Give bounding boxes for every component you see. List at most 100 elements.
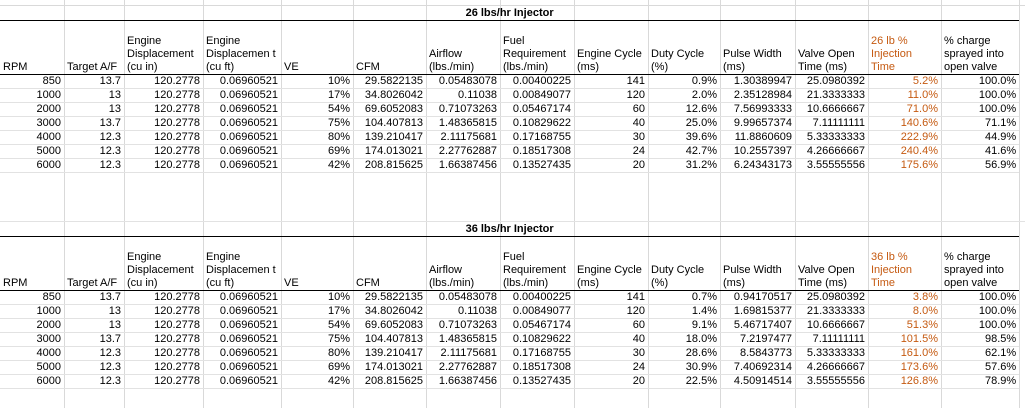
- table-cell[interactable]: 174.013021: [353, 360, 426, 375]
- table-cell[interactable]: 18.0%: [648, 332, 720, 347]
- table-cell[interactable]: 240.4%: [868, 144, 941, 159]
- table-cell[interactable]: 22.5%: [648, 374, 720, 389]
- table-cell[interactable]: 25.0%: [648, 116, 720, 131]
- table-cell[interactable]: 30: [574, 130, 648, 145]
- table-cell[interactable]: 54%: [281, 102, 353, 117]
- table-cell[interactable]: 80%: [281, 346, 353, 361]
- table-cell[interactable]: 4.50914514: [720, 374, 795, 389]
- table-cell[interactable]: 0.17168755: [500, 346, 574, 361]
- table-cell[interactable]: 7.11111111: [795, 332, 868, 347]
- table-cell[interactable]: 3.8%: [868, 290, 941, 305]
- table-cell[interactable]: 120.2778: [124, 304, 203, 319]
- table-cell[interactable]: 5.33333333: [795, 346, 868, 361]
- table-cell[interactable]: 2000: [0, 318, 64, 333]
- table-cell[interactable]: 10%: [281, 74, 353, 89]
- table-cell[interactable]: 0.06960521: [203, 332, 281, 347]
- table-cell[interactable]: 78.9%: [941, 374, 1020, 389]
- table-cell[interactable]: 101.5%: [868, 332, 941, 347]
- table-cell[interactable]: 120.2778: [124, 130, 203, 145]
- table-cell[interactable]: 0.06960521: [203, 88, 281, 103]
- table-cell[interactable]: 25.0980392: [795, 290, 868, 305]
- table-cell[interactable]: 71.1%: [941, 116, 1020, 131]
- table-cell[interactable]: 51.3%: [868, 318, 941, 333]
- table-cell[interactable]: 13.7: [64, 332, 124, 347]
- table-cell[interactable]: 39.6%: [648, 130, 720, 145]
- table-cell[interactable]: 40: [574, 332, 648, 347]
- table-cell[interactable]: 120.2778: [124, 290, 203, 305]
- table-cell[interactable]: 10%: [281, 290, 353, 305]
- table-cell[interactable]: 120: [574, 88, 648, 103]
- table-cell[interactable]: 0.06960521: [203, 318, 281, 333]
- table-cell[interactable]: 12.3: [64, 360, 124, 375]
- table-cell[interactable]: 174.013021: [353, 144, 426, 159]
- table-cell[interactable]: 42.7%: [648, 144, 720, 159]
- table-cell[interactable]: 71.0%: [868, 102, 941, 117]
- table-cell[interactable]: 100.0%: [941, 318, 1020, 333]
- table-cell[interactable]: 60: [574, 102, 648, 117]
- table-cell[interactable]: 850: [0, 290, 64, 305]
- table-cell[interactable]: 20: [574, 158, 648, 173]
- table-cell[interactable]: 120: [574, 304, 648, 319]
- table-cell[interactable]: 30: [574, 346, 648, 361]
- table-cell[interactable]: 0.18517308: [500, 144, 574, 159]
- table-cell[interactable]: 21.3333333: [795, 88, 868, 103]
- table-cell[interactable]: 6.24343173: [720, 158, 795, 173]
- table-cell[interactable]: 0.06960521: [203, 158, 281, 173]
- table-cell[interactable]: 120.2778: [124, 318, 203, 333]
- table-cell[interactable]: 0.71073263: [426, 102, 500, 117]
- table-cell[interactable]: 850: [0, 74, 64, 89]
- table-cell[interactable]: 42%: [281, 158, 353, 173]
- table-cell[interactable]: 161.0%: [868, 346, 941, 361]
- table-cell[interactable]: 141: [574, 74, 648, 89]
- table-cell[interactable]: 4.26666667: [795, 144, 868, 159]
- table-cell[interactable]: 2.11175681: [426, 346, 500, 361]
- table-cell[interactable]: 0.13527435: [500, 158, 574, 173]
- table-cell[interactable]: 80%: [281, 130, 353, 145]
- table-cell[interactable]: 62.1%: [941, 346, 1020, 361]
- table-cell[interactable]: 44.9%: [941, 130, 1020, 145]
- table-cell[interactable]: 10.6666667: [795, 318, 868, 333]
- table-cell[interactable]: 12.3: [64, 374, 124, 389]
- table-cell[interactable]: 0.06960521: [203, 102, 281, 117]
- table-cell[interactable]: 9.1%: [648, 318, 720, 333]
- table-cell[interactable]: 0.13527435: [500, 374, 574, 389]
- table-cell[interactable]: 12.6%: [648, 102, 720, 117]
- table-cell[interactable]: 21.3333333: [795, 304, 868, 319]
- table-cell[interactable]: 120.2778: [124, 332, 203, 347]
- table-cell[interactable]: 0.10829622: [500, 332, 574, 347]
- table-cell[interactable]: 4.26666667: [795, 360, 868, 375]
- table-cell[interactable]: 0.06960521: [203, 374, 281, 389]
- table-cell[interactable]: 69%: [281, 360, 353, 375]
- table-cell[interactable]: 104.407813: [353, 332, 426, 347]
- table-cell[interactable]: 12.3: [64, 346, 124, 361]
- table-cell[interactable]: 120.2778: [124, 346, 203, 361]
- table-cell[interactable]: 104.407813: [353, 116, 426, 131]
- table-cell[interactable]: 100.0%: [941, 102, 1020, 117]
- table-cell[interactable]: 120.2778: [124, 102, 203, 117]
- table-cell[interactable]: 208.815625: [353, 374, 426, 389]
- table-cell[interactable]: 139.210417: [353, 346, 426, 361]
- table-cell[interactable]: 40: [574, 116, 648, 131]
- table-cell[interactable]: 13: [64, 318, 124, 333]
- table-cell[interactable]: 3.55555556: [795, 158, 868, 173]
- table-cell[interactable]: 29.5822135: [353, 74, 426, 89]
- table-cell[interactable]: 0.06960521: [203, 304, 281, 319]
- table-cell[interactable]: 1.4%: [648, 304, 720, 319]
- table-cell[interactable]: 0.06960521: [203, 360, 281, 375]
- table-cell[interactable]: 75%: [281, 116, 353, 131]
- table-cell[interactable]: 24: [574, 144, 648, 159]
- table-cell[interactable]: 28.6%: [648, 346, 720, 361]
- table-cell[interactable]: 6000: [0, 374, 64, 389]
- table-cell[interactable]: 0.06960521: [203, 130, 281, 145]
- table-cell[interactable]: 7.40692314: [720, 360, 795, 375]
- table-cell[interactable]: 5000: [0, 144, 64, 159]
- table-cell[interactable]: 25.0980392: [795, 74, 868, 89]
- table-cell[interactable]: 0.71073263: [426, 318, 500, 333]
- table-cell[interactable]: 100.0%: [941, 290, 1020, 305]
- table-cell[interactable]: 13: [64, 304, 124, 319]
- table-cell[interactable]: 0.05467174: [500, 102, 574, 117]
- table-cell[interactable]: 173.6%: [868, 360, 941, 375]
- table-cell[interactable]: 0.17168755: [500, 130, 574, 145]
- table-cell[interactable]: 2.27762887: [426, 360, 500, 375]
- table-cell[interactable]: 12.3: [64, 130, 124, 145]
